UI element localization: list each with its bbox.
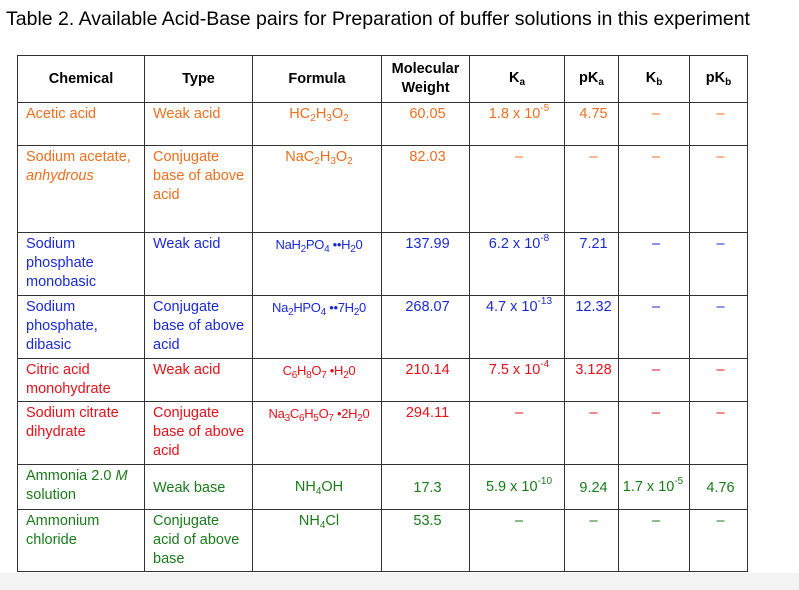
cell-type: Conjugate base of above acid <box>144 401 253 465</box>
cell-formula: Na3C6H5O7 •2H20 <box>252 401 382 465</box>
header-type: Type <box>144 55 253 103</box>
header-row: Chemical Type Formula Molecular Weight Ka… <box>17 55 748 103</box>
cell-type: Conjugate base of above acid <box>144 145 253 233</box>
cell-pka: 9.24 <box>564 464 619 510</box>
cell-kb: – <box>618 232 690 296</box>
cell-type: Weak base <box>144 464 253 510</box>
cell-ka: – <box>469 509 565 572</box>
cell-ka: 1.8 x 10-5 <box>469 102 565 146</box>
cell-formula: NaC2H3O2 <box>252 145 382 233</box>
cell-pka: – <box>564 145 619 233</box>
header-formula: Formula <box>252 55 382 103</box>
buffer-pairs-table: Chemical Type Formula Molecular Weight Ka… <box>17 55 748 572</box>
cell-pkb: – <box>689 145 748 233</box>
cell-chemical: Citric acid monohydrate <box>17 358 145 402</box>
cell-kb: – <box>618 401 690 465</box>
cell-formula: NaH2PO4 ••H20 <box>252 232 382 296</box>
cell-type: Conjugate acid of above base <box>144 509 253 572</box>
cell-pka: 7.21 <box>564 232 619 296</box>
cell-mw: 53.5 <box>381 509 470 572</box>
cell-pka: 3.128 <box>564 358 619 402</box>
cell-chemical: Sodium phosphate, dibasic <box>17 295 145 359</box>
table-row: Citric acid monohydrate Weak acid C6H8O7… <box>17 358 748 402</box>
header-ka: Ka <box>469 55 565 103</box>
table-caption: Table 2. Available Acid-Base pairs for P… <box>6 8 750 30</box>
cell-formula: HC2H3O2 <box>252 102 382 146</box>
table-row: Sodium acetate, anhydrous Conjugate base … <box>17 145 748 233</box>
cell-kb: – <box>618 509 690 572</box>
cell-pkb: – <box>689 358 748 402</box>
cell-mw: 60.05 <box>381 102 470 146</box>
cell-type: Weak acid <box>144 102 253 146</box>
cell-type: Conjugate base of above acid <box>144 295 253 359</box>
cell-formula: C6H8O7 •H20 <box>252 358 382 402</box>
cell-type: Weak acid <box>144 232 253 296</box>
cell-ka: 7.5 x 10-4 <box>469 358 565 402</box>
cell-mw: 137.99 <box>381 232 470 296</box>
header-pkb: pKb <box>689 55 748 103</box>
cell-pkb: – <box>689 295 748 359</box>
cell-mw: 210.14 <box>381 358 470 402</box>
cell-chemical: Sodium acetate, anhydrous <box>17 145 145 233</box>
cell-kb: 1.7 x 10-5 <box>618 464 690 510</box>
cell-mw: 268.07 <box>381 295 470 359</box>
cell-pka: – <box>564 401 619 465</box>
cell-pka: 12.32 <box>564 295 619 359</box>
table-row: Acetic acid Weak acid HC2H3O2 60.05 1.8 … <box>17 102 748 146</box>
cell-chemical: Sodium phosphate monobasic <box>17 232 145 296</box>
cell-mw: 294.11 <box>381 401 470 465</box>
table-row: Ammonium chloride Conjugate acid of abov… <box>17 509 748 572</box>
cell-chemical: Acetic acid <box>17 102 145 146</box>
table-row: Sodium phosphate monobasic Weak acid NaH… <box>17 232 748 296</box>
table-row: Sodium citrate dihydrate Conjugate base … <box>17 401 748 465</box>
cell-pka: – <box>564 509 619 572</box>
cell-pka: 4.75 <box>564 102 619 146</box>
cell-formula: NH4OH <box>252 464 382 510</box>
bottom-band <box>0 573 799 590</box>
cell-pkb: 4.76 <box>689 464 748 510</box>
cell-pkb: – <box>689 102 748 146</box>
cell-ka: 6.2 x 10-8 <box>469 232 565 296</box>
cell-kb: – <box>618 295 690 359</box>
cell-mw: 17.3 <box>381 464 470 510</box>
cell-ka: 4.7 x 10-13 <box>469 295 565 359</box>
cell-chemical: Sodium citrate dihydrate <box>17 401 145 465</box>
cell-kb: – <box>618 358 690 402</box>
cell-ka: 5.9 x 10-10 <box>469 464 565 510</box>
table-row: Sodium phosphate, dibasic Conjugate base… <box>17 295 748 359</box>
cell-kb: – <box>618 145 690 233</box>
cell-formula: Na2HPO4 ••7H20 <box>252 295 382 359</box>
cell-mw: 82.03 <box>381 145 470 233</box>
cell-ka: – <box>469 401 565 465</box>
header-molecular-weight: Molecular Weight <box>381 55 470 103</box>
header-kb: Kb <box>618 55 690 103</box>
cell-pkb: – <box>689 232 748 296</box>
cell-type: Weak acid <box>144 358 253 402</box>
header-chemical: Chemical <box>17 55 145 103</box>
cell-chemical: Ammonium chloride <box>17 509 145 572</box>
cell-pkb: – <box>689 509 748 572</box>
cell-kb: – <box>618 102 690 146</box>
cell-pkb: – <box>689 401 748 465</box>
cell-formula: NH4Cl <box>252 509 382 572</box>
cell-ka: – <box>469 145 565 233</box>
header-pka: pKa <box>564 55 619 103</box>
